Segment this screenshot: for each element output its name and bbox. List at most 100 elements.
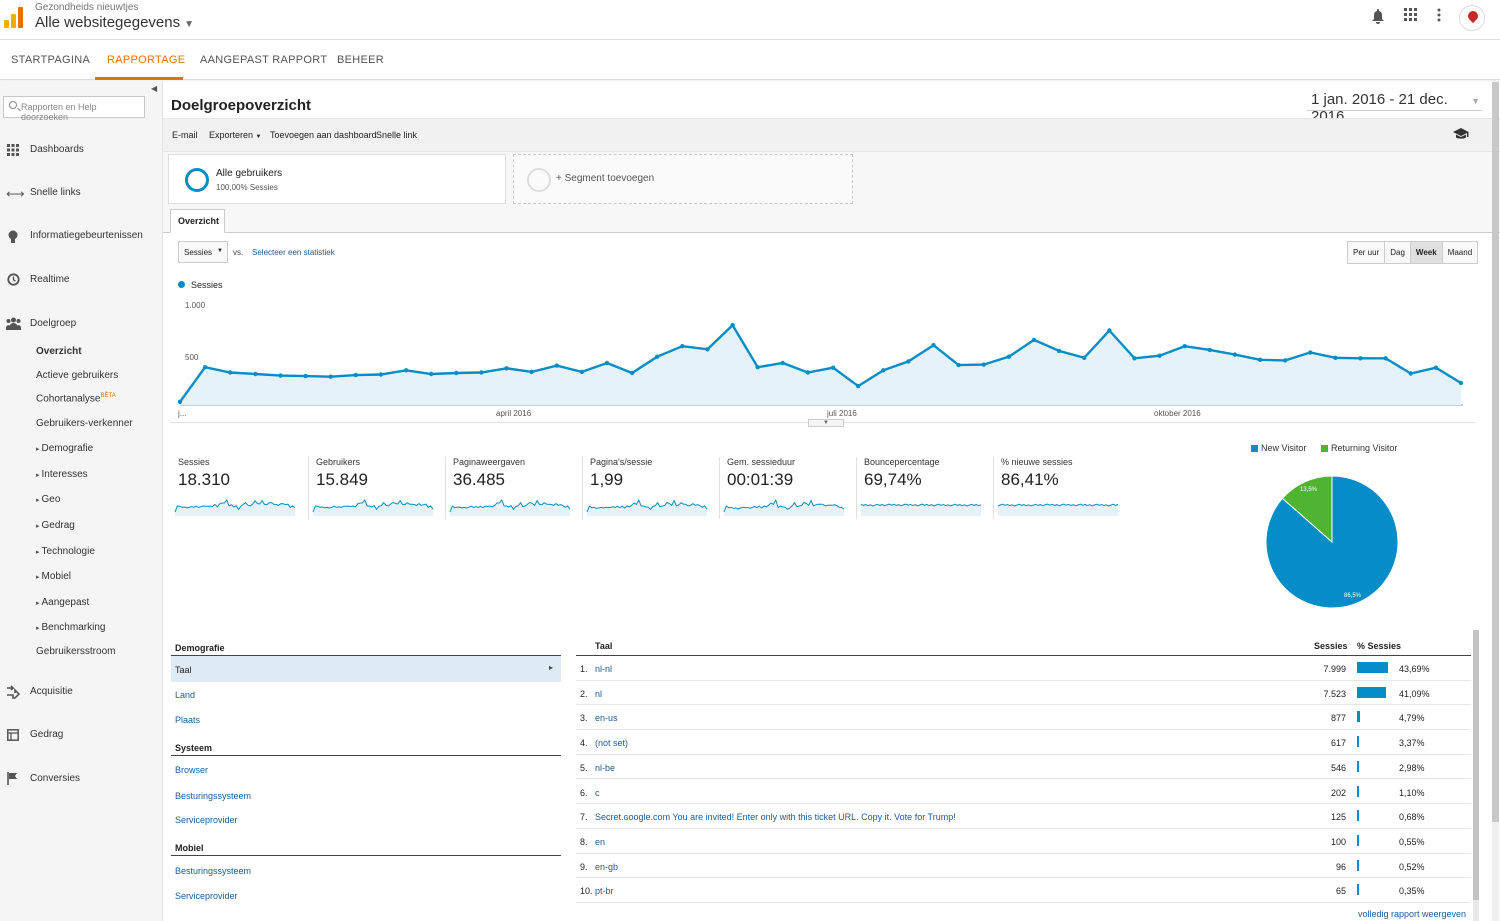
- sidebar-item-dashboards[interactable]: Dashboards: [30, 144, 84, 155]
- data-point[interactable]: [956, 362, 961, 368]
- notifications-bell-icon[interactable]: [1371, 8, 1385, 29]
- data-point[interactable]: [1308, 350, 1313, 355]
- tab-startpagina[interactable]: STARTPAGINA: [11, 54, 91, 66]
- metric-paginas-per-sessie[interactable]: Pagina's/sessie 1,99: [582, 457, 719, 519]
- row-label-link[interactable]: Secret.ɢoogle.com You are invited! Enter…: [595, 812, 956, 823]
- granularity-week[interactable]: Week: [1410, 242, 1443, 263]
- data-point[interactable]: [353, 372, 358, 378]
- select-statistic-link[interactable]: Selecteer een statistiek: [252, 248, 335, 257]
- row-label-link[interactable]: pt-br: [595, 886, 614, 897]
- data-point[interactable]: [1182, 344, 1187, 349]
- data-point[interactable]: [177, 399, 183, 404]
- data-point[interactable]: [479, 370, 484, 375]
- sidebar-item-actieve-gebruikers[interactable]: Actieve gebruikers: [36, 370, 119, 381]
- row-label-link[interactable]: nl-be: [595, 762, 616, 773]
- data-point[interactable]: [906, 359, 911, 364]
- data-point[interactable]: [1157, 353, 1162, 358]
- full-report-link[interactable]: volledig rapport weergeven: [1358, 909, 1467, 919]
- legend-returning-visitor[interactable]: Returning Visitor: [1321, 443, 1397, 453]
- data-point[interactable]: [1006, 354, 1012, 359]
- metric-select[interactable]: Sessies ▼: [178, 241, 228, 263]
- dimension-serviceprovider[interactable]: Serviceprovider: [175, 815, 238, 825]
- granularity-maand[interactable]: Maand: [1442, 242, 1478, 263]
- data-point[interactable]: [554, 363, 559, 368]
- pie-slice-returning-visitor[interactable]: [1281, 475, 1333, 544]
- add-segment-button[interactable]: + Segment toevoegen: [513, 154, 853, 204]
- data-point[interactable]: [328, 374, 333, 379]
- data-point[interactable]: [604, 360, 610, 366]
- data-point[interactable]: [981, 362, 986, 367]
- metric-sessies[interactable]: Sessies 18.310: [171, 457, 308, 519]
- dimension-besturingssysteem[interactable]: Besturingssysteem: [175, 791, 252, 801]
- dimension-taal[interactable]: Taal ▸: [171, 656, 561, 682]
- data-point[interactable]: [1358, 356, 1363, 361]
- data-point[interactable]: [1433, 365, 1439, 370]
- sidebar-item-realtime[interactable]: Realtime: [30, 274, 70, 285]
- sidebar-item-demografie[interactable]: ▸ Demografie: [36, 443, 93, 454]
- analytics-logo-icon[interactable]: [4, 6, 24, 28]
- sidebar-item-doelgroep[interactable]: Doelgroep: [30, 318, 77, 329]
- pie-slice-new-visitor[interactable]: [1265, 475, 1399, 609]
- tab-rapportage[interactable]: RAPPORTAGE: [107, 54, 186, 66]
- legend-new-visitor[interactable]: New Visitor: [1251, 443, 1306, 453]
- data-point[interactable]: [680, 344, 685, 349]
- data-point[interactable]: [1408, 371, 1414, 376]
- data-point[interactable]: [730, 323, 735, 328]
- segment-all-users[interactable]: Alle gebruikers 100,00% Sessies: [168, 154, 506, 204]
- graduation-cap-icon[interactable]: [1453, 127, 1469, 143]
- sidebar-item-technologie[interactable]: ▸ Technologie: [36, 546, 95, 557]
- data-point[interactable]: [856, 383, 861, 389]
- email-button[interactable]: E-mail: [172, 130, 198, 140]
- row-label-link[interactable]: nl: [595, 688, 603, 699]
- tab-beheer[interactable]: BEHEER: [337, 54, 385, 66]
- data-point[interactable]: [1383, 356, 1388, 361]
- row-label-link[interactable]: nl-nl: [595, 664, 613, 674]
- sidebar-item-gedrag-sub[interactable]: ▸ Gedrag: [36, 520, 75, 531]
- data-point[interactable]: [403, 368, 409, 373]
- page-scrollbar[interactable]: [1492, 80, 1499, 921]
- metric-gebruikers[interactable]: Gebruikers 15.849: [308, 457, 445, 519]
- sidebar-item-geo[interactable]: ▸ Geo: [36, 494, 60, 505]
- search-input[interactable]: Rapporten en Help doorzoeken: [3, 96, 145, 122]
- add-to-dashboard-button[interactable]: Toevoegen aan dashboard: [270, 130, 377, 140]
- sidebar-item-gebruikersstroom[interactable]: Gebruikersstroom: [36, 646, 116, 657]
- data-point[interactable]: [830, 365, 836, 370]
- row-label-link[interactable]: c: [595, 787, 600, 798]
- sidebar-item-informatiegebeurtenissen[interactable]: Informatiegebeurtenissen: [30, 230, 143, 241]
- data-point[interactable]: [1257, 357, 1263, 362]
- sidebar-item-overzicht[interactable]: Overzicht: [36, 346, 82, 357]
- dimension-land[interactable]: Land: [175, 690, 196, 700]
- dimension-browser[interactable]: Browser: [175, 765, 209, 775]
- data-point[interactable]: [1132, 356, 1137, 361]
- sidebar-item-aangepast[interactable]: ▸ Aangepast: [36, 597, 89, 608]
- data-point[interactable]: [705, 347, 710, 352]
- data-point[interactable]: [1458, 380, 1464, 386]
- data-point[interactable]: [755, 365, 760, 370]
- data-point[interactable]: [1207, 347, 1213, 353]
- more-vert-icon[interactable]: [1436, 8, 1442, 27]
- data-point[interactable]: [1031, 337, 1037, 343]
- data-point[interactable]: [931, 343, 936, 348]
- data-point[interactable]: [278, 373, 283, 378]
- granularity-per-uur[interactable]: Per uur: [1348, 242, 1386, 263]
- sidebar-item-cohortanalyse[interactable]: CohortanalyseBÈTA: [36, 393, 116, 404]
- data-point[interactable]: [303, 373, 308, 379]
- scrollbar-thumb[interactable]: [1473, 630, 1479, 900]
- metric-sessieduur[interactable]: Gem. sessieduur 00:01:39: [719, 457, 856, 519]
- data-point[interactable]: [228, 370, 233, 375]
- sidebar-item-snelle-links[interactable]: Snelle links: [30, 187, 81, 198]
- dimension-plaats[interactable]: Plaats: [175, 715, 201, 725]
- data-point[interactable]: [1056, 348, 1062, 354]
- sidebar-item-mobiel[interactable]: ▸ Mobiel: [36, 571, 71, 582]
- chart-resize-handle-icon[interactable]: ▼: [808, 419, 844, 427]
- data-point[interactable]: [202, 365, 208, 370]
- row-label-link[interactable]: en-gb: [595, 861, 619, 872]
- data-point[interactable]: [429, 371, 434, 377]
- data-point[interactable]: [579, 369, 585, 375]
- collapse-sidebar-icon[interactable]: ◀: [151, 84, 158, 93]
- data-point[interactable]: [780, 360, 785, 366]
- data-point[interactable]: [1082, 355, 1087, 360]
- data-point[interactable]: [1333, 355, 1338, 360]
- metric-bouncepercentage[interactable]: Bouncepercentage 69,74%: [856, 457, 993, 519]
- data-point[interactable]: [454, 370, 459, 376]
